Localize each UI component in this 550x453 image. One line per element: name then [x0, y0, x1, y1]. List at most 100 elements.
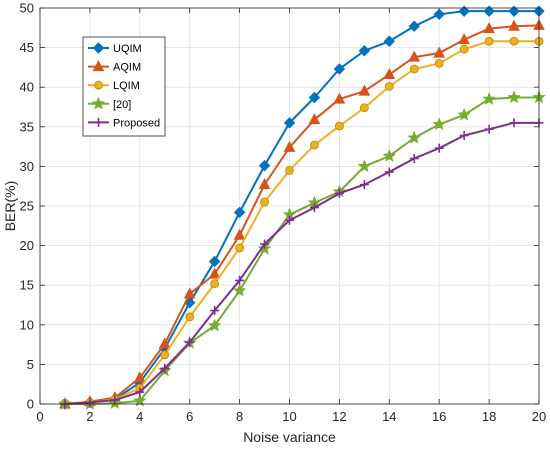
x-tick-label: 6: [186, 409, 193, 424]
data-point-lqim: [334, 121, 344, 131]
y-tick-label: 20: [20, 238, 34, 253]
y-tick-label: 10: [20, 317, 34, 332]
legend-item-aqim: AQIM: [88, 60, 141, 74]
data-point-proposed: [160, 363, 170, 373]
data-point-uqim: [458, 5, 470, 17]
legend-marker: [94, 80, 103, 90]
data-point-uqim: [383, 35, 396, 47]
data-point-aqim: [483, 22, 495, 34]
legend-label: [20]: [113, 99, 131, 111]
data-point-lqim: [384, 82, 394, 91]
data-point-lqim: [459, 44, 469, 54]
legend-marker: [92, 60, 105, 72]
data-point-aqim: [283, 140, 296, 152]
y-tick-label: 15: [20, 278, 34, 293]
y-tick-label: 0: [27, 397, 34, 412]
data-point-proposed: [285, 215, 294, 225]
data-point-proposed: [509, 118, 519, 128]
data-point-20: [407, 130, 422, 144]
x-tick-label: 4: [136, 409, 143, 424]
data-point-20: [507, 90, 521, 104]
data-point-aqim: [233, 228, 246, 240]
data-point-lqim: [185, 312, 195, 322]
x-tick-label: 18: [482, 409, 496, 424]
x-tick-label: 20: [532, 409, 546, 424]
x-tick-label: 16: [432, 409, 446, 424]
y-tick-label: 40: [20, 80, 34, 95]
y-tick-label: 50: [20, 1, 34, 16]
data-point-aqim: [508, 19, 520, 31]
data-point-aqim: [183, 287, 196, 299]
data-point-proposed: [384, 167, 394, 177]
x-tick-label: 12: [332, 409, 346, 424]
data-point-lqim: [235, 243, 245, 253]
series-line-20: [64, 96, 539, 405]
legend-label: UQIM: [113, 43, 142, 55]
data-point-uqim: [258, 159, 271, 172]
data-point-uqim: [483, 5, 495, 17]
data-point-proposed: [409, 153, 419, 163]
legend-item-lqim: LQIM: [88, 80, 140, 92]
data-point-proposed: [135, 387, 145, 397]
data-point-proposed: [309, 203, 319, 213]
data-point-20: [232, 283, 247, 297]
data-point-20: [457, 107, 471, 121]
legend-item-uqim: UQIM: [88, 42, 142, 55]
data-point-20: [432, 117, 446, 131]
ticks: 0 2 4 6 8 10 12 14 16 18 20 0 5 10 15 20 25 30 35 40 45 50: [20, 1, 547, 425]
data-point-proposed: [210, 306, 220, 316]
legend-label: AQIM: [113, 62, 141, 74]
legend-label: LQIM: [113, 80, 140, 92]
data-point-aqim: [133, 371, 146, 383]
y-tick-label: 30: [20, 159, 34, 174]
data-point-proposed: [434, 143, 444, 153]
data-point-uqim: [208, 255, 221, 268]
data-point-aqim: [433, 46, 446, 58]
data-point-proposed: [334, 188, 344, 198]
data-point-lqim: [285, 165, 294, 175]
data-point-lqim: [409, 64, 419, 74]
data-point-aqim: [208, 267, 221, 279]
data-point-proposed: [359, 180, 369, 190]
legend-item-proposed: Proposed: [88, 117, 160, 129]
series-line-lqim: [64, 40, 539, 405]
data-point-uqim: [358, 45, 371, 57]
x-tick-label: 10: [282, 409, 296, 424]
data-point-aqim: [408, 50, 421, 62]
data-point-20: [382, 149, 397, 162]
data-point-lqim: [434, 59, 444, 68]
data-point-uqim: [508, 5, 520, 17]
legend-marker: [94, 117, 103, 127]
x-tick-label: 14: [382, 409, 396, 424]
data-point-lqim: [359, 103, 369, 113]
legend-marker: [91, 96, 106, 110]
data-point-20: [482, 91, 496, 105]
data-point-lqim: [160, 350, 170, 360]
data-point-aqim: [333, 92, 346, 104]
data-point-aqim: [158, 337, 171, 349]
data-point-20: [207, 318, 222, 332]
series-proposed: [60, 118, 544, 409]
y-tick-label: 45: [20, 40, 34, 55]
data-point-uqim: [233, 206, 246, 219]
x-axis-label: Noise variance: [243, 429, 336, 445]
data-point-uqim: [308, 91, 321, 104]
data-point-proposed: [185, 337, 195, 347]
data-point-uqim: [433, 8, 445, 21]
data-point-proposed: [110, 395, 120, 405]
x-tick-label: 8: [236, 409, 243, 424]
data-point-proposed: [85, 397, 95, 407]
data-point-aqim: [308, 113, 321, 125]
y-tick-label: 25: [20, 199, 34, 214]
legend-label: Proposed: [113, 117, 160, 129]
data-point-aqim: [458, 33, 470, 45]
x-tick-label: 2: [86, 409, 93, 424]
y-axis-label: BER(%): [2, 181, 18, 232]
legend: UQIM AQIM LQIM [20] Proposed: [82, 36, 166, 137]
y-tick-label: 5: [27, 357, 34, 372]
data-point-proposed: [484, 124, 494, 134]
x-tick-label: 0: [36, 409, 43, 424]
data-point-lqim: [310, 140, 319, 150]
